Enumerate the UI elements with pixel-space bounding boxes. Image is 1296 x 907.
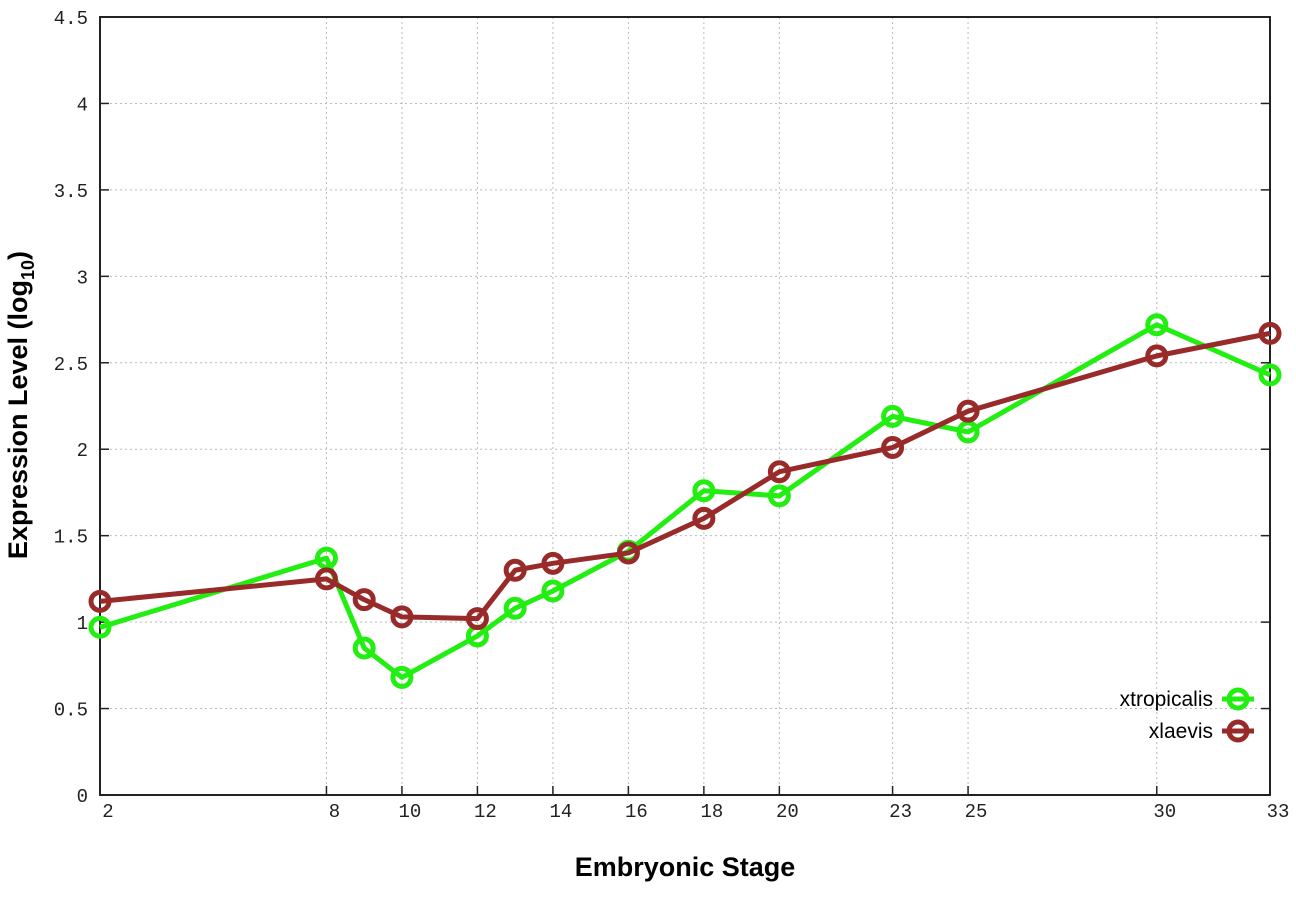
- data-point-xtropicalis: [314, 546, 338, 570]
- legend-label-xtropicalis: xtropicalis: [1120, 688, 1213, 711]
- x-tick-label: 10: [399, 801, 422, 823]
- x-tick-label: 18: [700, 801, 723, 823]
- x-axis-label: Embryonic Stage: [575, 852, 796, 882]
- y-tick-label: 3: [77, 267, 88, 289]
- y-tick-label: 1.5: [54, 527, 88, 549]
- data-point-xtropicalis: [767, 484, 791, 508]
- legend-marker-xtropicalis: [1226, 687, 1250, 711]
- data-point-xlaevis: [881, 435, 905, 459]
- x-tick-label: 2: [102, 801, 113, 823]
- data-point-xlaevis: [1145, 344, 1169, 368]
- data-point-xlaevis: [352, 588, 376, 612]
- data-point-xlaevis: [465, 607, 489, 631]
- data-point-xlaevis: [88, 589, 112, 613]
- data-point-xlaevis: [503, 558, 527, 582]
- x-tick-label: 20: [776, 801, 799, 823]
- y-tick-label: 0.5: [54, 700, 88, 722]
- data-point-xtropicalis: [352, 636, 376, 660]
- legend-marker-xlaevis: [1226, 719, 1250, 743]
- series-group: [88, 313, 1282, 689]
- x-tick-label: 23: [889, 801, 912, 823]
- data-point-xlaevis: [692, 506, 716, 530]
- y-axis-label: Expression Level (log10): [3, 251, 38, 559]
- data-point-xtropicalis: [692, 479, 716, 503]
- plot-frame: [99, 16, 1271, 796]
- x-tick-label: 8: [329, 801, 340, 823]
- data-point-xtropicalis: [541, 579, 565, 603]
- ticks: 0 0.5 1 1.5 2 2.5 3 3.5 4 4.5 2 8 10 12 14 16 18 20 23 25 30…: [54, 8, 1290, 823]
- data-point-xtropicalis: [881, 404, 905, 428]
- data-point-xlaevis: [541, 551, 565, 575]
- x-tick-label: 14: [549, 801, 572, 823]
- data-point-xtropicalis: [1258, 363, 1282, 387]
- data-point-xtropicalis: [956, 420, 980, 444]
- y-tick-label: 2.5: [54, 354, 88, 376]
- data-point-xtropicalis: [88, 615, 112, 639]
- x-tick-label: 33: [1267, 801, 1290, 823]
- data-point-xlaevis: [616, 541, 640, 565]
- y-tick-label: 3.5: [54, 181, 88, 203]
- y-tick-label: 1: [77, 613, 88, 635]
- data-point-xlaevis: [767, 460, 791, 484]
- data-point-xlaevis: [390, 605, 414, 629]
- y-tick-label: 2: [77, 440, 88, 462]
- data-point-xlaevis: [1258, 321, 1282, 345]
- data-point-xtropicalis: [390, 665, 414, 689]
- legend-label-xlaevis: xlaevis: [1149, 720, 1213, 743]
- y-tick-label: 4.5: [54, 8, 88, 30]
- data-point-xtropicalis: [503, 596, 527, 620]
- x-tick-label: 25: [965, 801, 988, 823]
- y-tick-label: 0: [77, 786, 88, 808]
- data-point-xlaevis: [956, 399, 980, 423]
- data-point-xtropicalis: [1145, 313, 1169, 337]
- x-tick-label: 30: [1153, 801, 1176, 823]
- x-tick-label: 12: [474, 801, 497, 823]
- legend: xtropicalis xlaevis: [1120, 687, 1254, 743]
- x-tick-label: 16: [625, 801, 648, 823]
- data-point-xlaevis: [314, 567, 338, 591]
- y-tick-label: 4: [77, 94, 88, 116]
- series-line-xtropicalis: [99, 322, 1272, 680]
- grid: [100, 17, 1270, 795]
